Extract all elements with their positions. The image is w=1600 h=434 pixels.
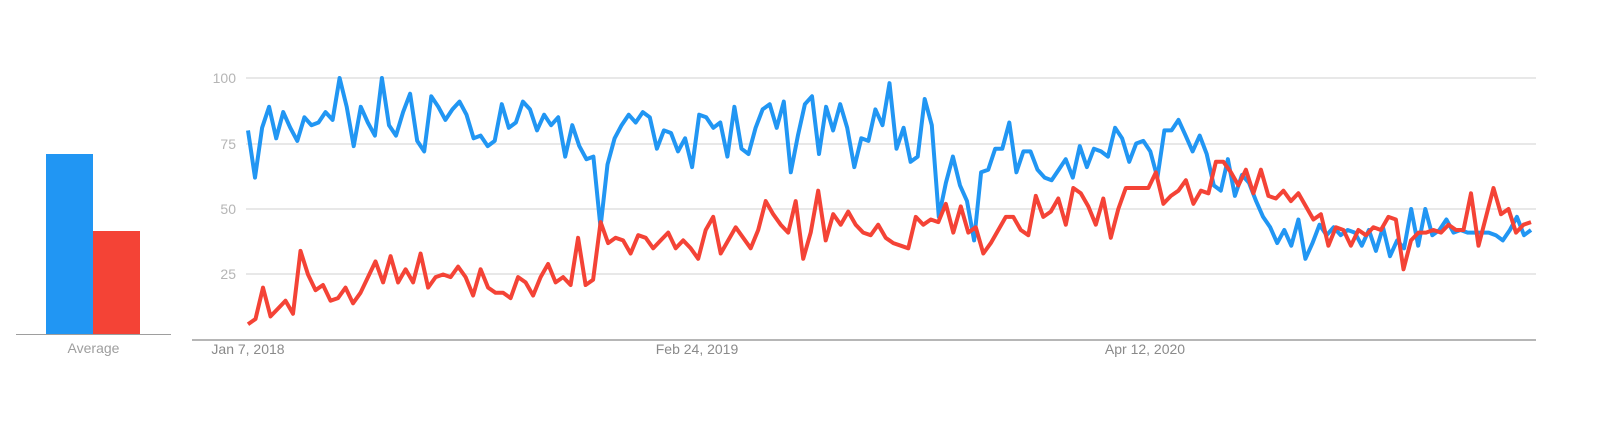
average-bar-series-1[interactable] xyxy=(46,154,93,334)
average-bar-series-2[interactable] xyxy=(93,231,140,334)
y-tick-100: 100 xyxy=(213,70,237,86)
x-tick-feb-2019: Feb 24, 2019 xyxy=(656,341,739,357)
y-tick-50: 50 xyxy=(220,201,236,217)
y-tick-75: 75 xyxy=(220,136,236,152)
y-tick-25: 25 xyxy=(220,266,236,282)
x-tick-jan-2018: Jan 7, 2018 xyxy=(211,341,284,357)
y-axis-labels: 100 75 50 25 xyxy=(213,70,237,282)
series-2-line[interactable] xyxy=(246,159,1532,326)
gridlines xyxy=(192,77,1536,341)
average-panel: Average xyxy=(0,0,190,434)
average-baseline xyxy=(16,334,171,335)
x-tick-apr-2020: Apr 12, 2020 xyxy=(1105,341,1185,357)
series-1-line[interactable] xyxy=(246,76,1533,261)
average-label: Average xyxy=(67,340,120,356)
x-axis-labels: Jan 7, 2018 Feb 24, 2019 Apr 12, 2020 xyxy=(211,341,1185,357)
